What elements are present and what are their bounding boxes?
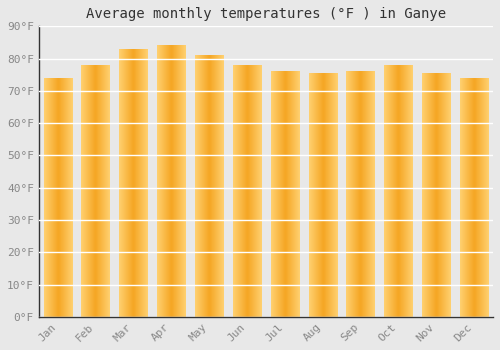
Title: Average monthly temperatures (°F ) in Ganye: Average monthly temperatures (°F ) in Ga…	[86, 7, 446, 21]
